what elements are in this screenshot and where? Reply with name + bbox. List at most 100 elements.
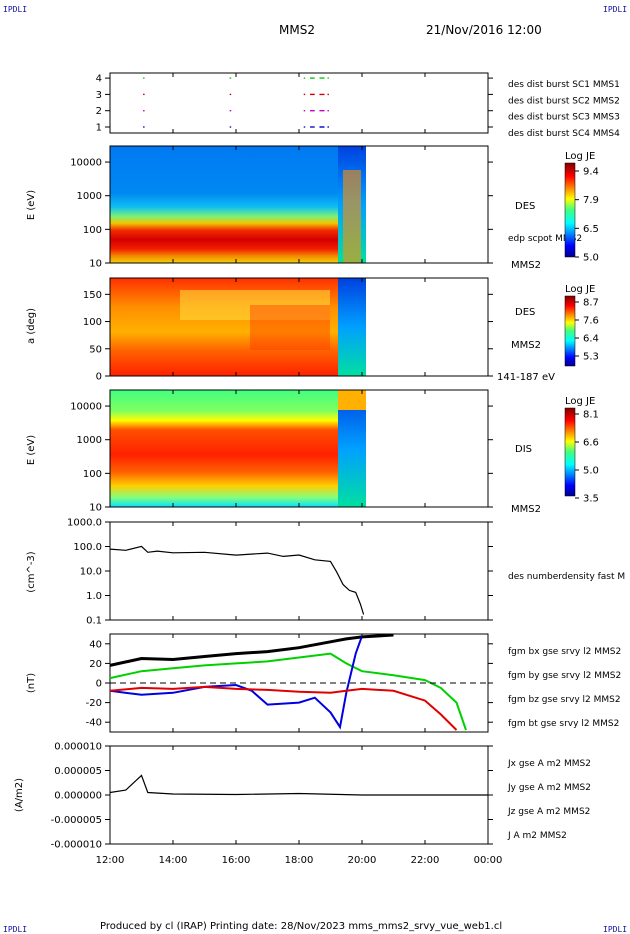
burst-marks — [143, 77, 329, 128]
fgm-tick-label: -20 — [86, 698, 102, 709]
des-pitch-label-des: DES — [515, 307, 535, 318]
des-pitch-colorbar-tick-label: 5.3 — [583, 352, 599, 363]
fgm-legend-entry: fgm bx gse srvy l2 MMS2 — [508, 647, 621, 657]
fgm-ylabel: (nT) — [26, 673, 37, 693]
des-pitch-colorbar-ticks: 8.7 7.6 6.4 5.3 — [575, 298, 599, 363]
density-ylabel: (cm^-3) — [26, 551, 37, 592]
des-energy-label-des: DES — [515, 201, 535, 212]
datetime-title: 21/Nov/2016 12:00 — [426, 23, 542, 37]
des-energy-tick-label: 100 — [83, 225, 102, 236]
burst-tick-label: 4 — [96, 74, 102, 85]
des-pitch-colorbar-tick-label: 8.7 — [583, 298, 599, 309]
time-tick-label: 00:00 — [474, 855, 503, 866]
corner-label-bottom-right: IPDLI — [603, 925, 627, 934]
des-energy-colorbar-tick-label: 9.4 — [583, 167, 599, 178]
des-pitch-colorbar-title: Log JE — [565, 284, 595, 295]
des-energy-transition-heat — [343, 170, 361, 263]
burst-legend-entry: des dist burst SC4 MMS4 — [508, 129, 620, 139]
time-tick-label: 14:00 — [159, 855, 188, 866]
des-energy-tick-label: 10 — [89, 259, 102, 270]
dis-energy-colorbar-tick-label: 8.1 — [583, 410, 599, 421]
density-tick-label: 0.1 — [86, 616, 102, 627]
des-pitch-panel: 0 50 100 150 a (deg) DES MMS2 141-187 eV Lo… — [26, 277, 599, 383]
des-energy-tick-label: 10000 — [70, 158, 102, 169]
des-energy-label-mms2: MMS2 — [511, 260, 541, 271]
des-pitch-tick-label: 50 — [89, 344, 102, 355]
time-tick-label: 22:00 — [411, 855, 440, 866]
des-pitch-colorbar: Log JE 8.7 7.6 6.4 5.3 — [564, 284, 599, 367]
burst-panel-frame — [109, 72, 489, 134]
des-energy-yticks: 10 100 1000 10000 — [70, 158, 493, 270]
fgm-tick-label: -40 — [86, 718, 102, 729]
dis-energy-colorbar-tick-label: 6.6 — [583, 438, 599, 449]
fgm-legend-entry: fgm bt gse srvy l2 MMS2 — [508, 719, 619, 729]
dis-energy-colorbar-tick-label: 3.5 — [583, 494, 599, 505]
des-pitch-yticks: 0 50 100 150 — [83, 290, 493, 383]
des-pitch-colorbar-scale — [564, 295, 576, 367]
des-pitch-tick-label: 100 — [83, 317, 102, 328]
fgm-series-line — [109, 685, 458, 731]
dis-energy-colorbar-tick-label: 5.0 — [583, 466, 599, 477]
time-tick-label: 16:00 — [222, 855, 251, 866]
des-energy-label-scpot: edp scpot MMS2 — [508, 234, 582, 244]
current-yticks: -0.000010 -0.000005 0.000000 0.000005 0.0000… — [51, 742, 493, 851]
spacecraft-title: MMS2 — [279, 23, 315, 37]
des-energy-panel: 10 100 1000 10000 E (eV) DES edp scpot MMS2… — [26, 145, 599, 271]
current-legend-entry: J A m2 MMS2 — [507, 831, 567, 841]
current-ylabel: (A/m2) — [14, 778, 25, 812]
fgm-tick-label: 20 — [89, 659, 102, 670]
des-energy-colorbar-tick-label: 7.9 — [583, 195, 599, 206]
des-energy-colorbar-tick-label: 5.0 — [583, 253, 599, 264]
dis-energy-tick-label: 10 — [89, 503, 102, 514]
des-pitch-ylabel: a (deg) — [26, 308, 37, 344]
fgm-series-lines — [109, 633, 467, 731]
density-frame — [109, 521, 489, 621]
des-pitch-colorbar-tick-label: 6.4 — [583, 334, 599, 345]
fgm-yticks: -40 -20 0 20 40 — [86, 639, 493, 729]
current-tick-label: 0.000000 — [54, 791, 102, 802]
des-pitch-tick-label: 0 — [96, 372, 102, 383]
des-energy-tick-label: 1000 — [77, 191, 102, 202]
des-energy-colorbar: Log JE 9.4 7.9 6.5 5.0 — [564, 151, 599, 264]
burst-yticks: 1 2 3 4 — [96, 74, 493, 134]
corner-label-top-right: IPDLI — [603, 5, 627, 14]
des-pitch-label-mms2: MMS2 — [511, 340, 541, 351]
density-series-line — [109, 545, 365, 615]
current-legend-entry: Jy gse A m2 MMS2 — [507, 783, 591, 793]
dis-energy-spectrogram — [110, 390, 366, 507]
density-yticks: 0.1 1.0 10.0 100.0 1000.0 — [67, 518, 493, 627]
burst-tick-label: 3 — [96, 90, 102, 101]
dis-energy-tick-label: 1000 — [77, 435, 102, 446]
fgm-tick-label: 0 — [96, 679, 102, 690]
density-tick-label: 1000.0 — [67, 518, 102, 529]
des-energy-colorbar-ticks: 9.4 7.9 6.5 5.0 — [575, 167, 599, 264]
dis-energy-colorbar-ticks: 8.1 6.6 5.0 3.5 — [575, 410, 599, 505]
density-tick-label: 1.0 — [86, 591, 102, 602]
dis-energy-tick-label: 100 — [83, 469, 102, 480]
corner-label-top-left: IPDLI — [3, 5, 27, 14]
dis-energy-ylabel: E (eV) — [26, 435, 37, 465]
des-pitch-colorbar-tick-label: 7.6 — [583, 316, 599, 327]
dis-energy-panel: 10 100 1000 10000 E (eV) DIS MMS2 Log JE 8.… — [26, 389, 599, 515]
density-panel: 0.1 1.0 10.0 100.0 1000.0 (cm^-3) des number… — [26, 518, 625, 627]
des-energy-colorbar-title: Log JE — [565, 151, 595, 162]
des-energy-spectrogram — [110, 146, 366, 263]
dis-energy-colorbar: Log JE 8.1 6.6 5.0 3.5 — [564, 396, 599, 505]
current-panel: -0.000010 -0.000005 0.000000 0.000005 0.0000… — [14, 742, 591, 851]
burst-legend-entry: des dist burst SC3 MMS3 — [508, 113, 620, 123]
des-energy-colorbar-tick-label: 6.5 — [583, 224, 599, 235]
des-pitch-tick-label: 150 — [83, 290, 102, 301]
fgm-series-line — [109, 635, 363, 730]
current-tick-label: -0.000010 — [51, 840, 102, 851]
dis-energy-transition-top — [338, 390, 366, 410]
current-legend-entry: Jx gse A m2 MMS2 — [507, 759, 591, 769]
des-pitch-hot-region — [250, 305, 330, 350]
dis-energy-tick-label: 10000 — [70, 402, 102, 413]
des-energy-texture — [110, 146, 366, 263]
time-axis: 12:00 14:00 16:00 18:00 20:00 22:00 00:00 — [96, 73, 503, 866]
des-energy-colorbar-scale — [564, 162, 576, 258]
density-tick-label: 10.0 — [80, 567, 102, 578]
burst-legend: des dist burst SC1 MMS1 des dist burst SC… — [508, 80, 620, 139]
time-tick-label: 20:00 — [348, 855, 377, 866]
